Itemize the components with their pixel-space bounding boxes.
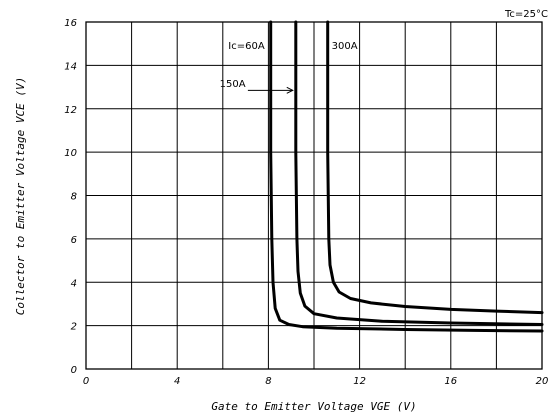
x-tick-label: 20	[536, 376, 549, 387]
x-tick-label: 12	[353, 376, 366, 387]
arrow-150a	[247, 86, 294, 94]
series-line-1	[294, 20, 544, 326]
curves	[269, 20, 544, 333]
y-tick-label: 8	[71, 192, 77, 203]
y-tick-label: 14	[64, 61, 77, 72]
x-tick-label: 0	[83, 376, 89, 387]
x-tick-labels: 0 4 8 12 16 20	[83, 376, 549, 387]
series-line-0	[269, 20, 544, 333]
y-tick-label: 16	[64, 18, 77, 29]
condition-label: Tc=25°C	[504, 9, 548, 20]
y-tick-labels: 0 2 4 6 8 10 12 14 16	[64, 18, 77, 376]
y-axis-label: Collector to Emitter Voltage VCE (V)	[14, 77, 27, 315]
y-tick-label: 6	[71, 235, 77, 246]
series-label-ic60a: Ic=60A	[228, 41, 265, 52]
y-tick-label: 10	[64, 148, 77, 159]
y-tick-label: 4	[71, 278, 77, 289]
arrow-head	[286, 86, 294, 94]
x-tick-label: 16	[444, 376, 457, 387]
y-tick-label: 0	[71, 365, 77, 376]
series-label-300a: 300A	[332, 41, 358, 52]
y-tick-label: 12	[64, 105, 77, 116]
series-line-2	[326, 20, 544, 315]
y-tick-label: 2	[71, 322, 77, 333]
plot-frame	[85, 21, 543, 370]
x-axis-label: Gate to Emitter Voltage VGE (V)	[211, 400, 416, 413]
series-label-150a: 150A	[220, 79, 246, 90]
x-tick-label: 8	[265, 376, 271, 387]
x-tick-label: 4	[174, 376, 180, 387]
grid	[86, 22, 542, 369]
